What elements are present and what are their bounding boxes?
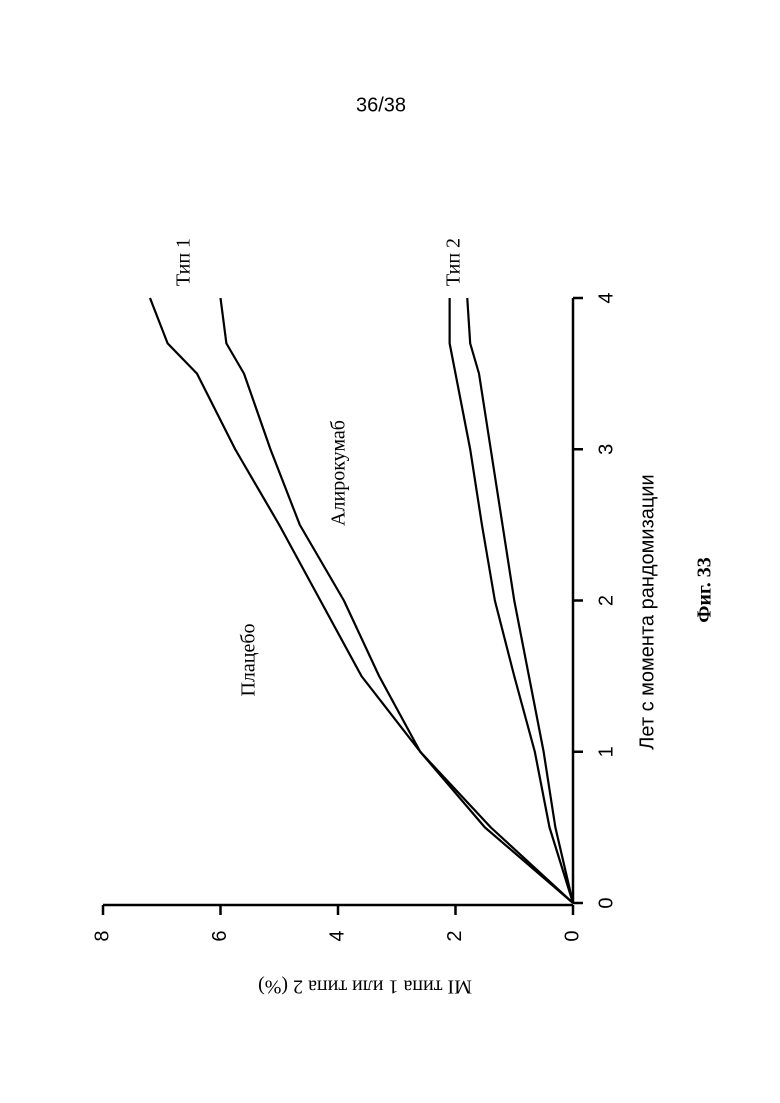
x-tick-label: 1	[595, 746, 617, 757]
x-axis-label: Лет с момента рандомизации	[636, 474, 658, 749]
x-tick-label: 0	[595, 897, 617, 908]
annotation: Тип 2	[443, 238, 465, 286]
background	[0, 0, 780, 1103]
y-tick-label: 8	[91, 930, 113, 941]
page-number: 36/38	[356, 94, 406, 116]
x-tick-label: 2	[595, 595, 617, 606]
y-tick-label: 2	[444, 930, 466, 941]
figure-caption: Фиг. 33	[694, 557, 716, 623]
annotation: Алирокумаб	[328, 420, 350, 526]
annotation: Тип 1	[173, 238, 195, 286]
y-tick-label: 4	[326, 930, 348, 941]
y-tick-label: 6	[209, 930, 231, 941]
y-axis-label: MI типа 1 или типа 2 (%)	[258, 975, 472, 997]
y-tick-label: 0	[561, 930, 583, 941]
page: 36/38 Фиг. 33 Лет с момента рандомизации…	[0, 0, 780, 1103]
x-tick-label: 3	[595, 444, 617, 455]
annotation: Плацебо	[238, 623, 260, 696]
x-tick-label: 4	[595, 292, 617, 303]
